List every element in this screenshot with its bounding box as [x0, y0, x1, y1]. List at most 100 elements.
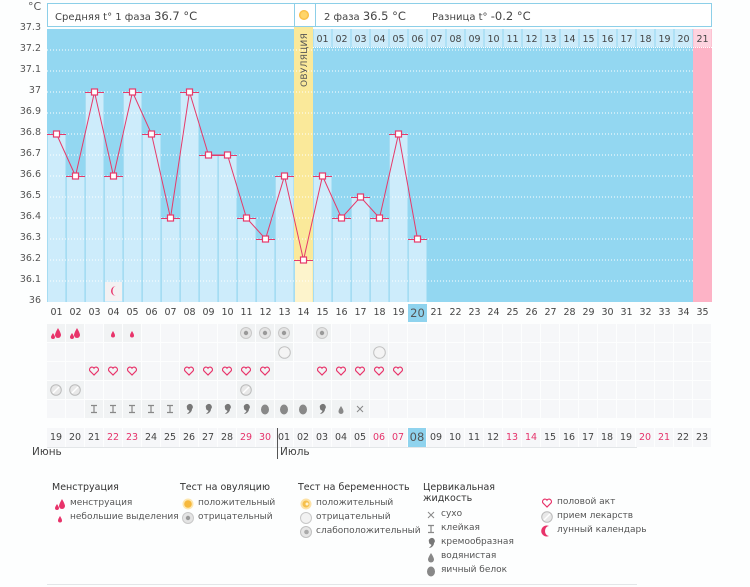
menstruation-ovulation-row-cell[interactable] — [370, 324, 388, 342]
intercourse-row-cell[interactable] — [142, 362, 160, 380]
calendar-date[interactable]: 12 — [484, 428, 502, 447]
menstruation-ovulation-row-cell[interactable] — [446, 324, 464, 342]
intercourse-row-cell[interactable] — [541, 362, 559, 380]
cervical-fluid-row-cell[interactable] — [560, 400, 578, 418]
medicine-row-cell[interactable] — [579, 381, 597, 399]
cervical-fluid-row-cell[interactable] — [579, 400, 597, 418]
pregnancy-test-row-cell[interactable] — [522, 343, 540, 361]
medicine-row-cell[interactable] — [142, 381, 160, 399]
pregnancy-test-row-cell[interactable] — [123, 343, 141, 361]
menstruation-ovulation-row-cell[interactable] — [294, 324, 312, 342]
medicine-row-cell[interactable] — [180, 381, 198, 399]
menstruation-ovulation-row-cell[interactable] — [104, 324, 122, 342]
pregnancy-test-row-cell[interactable] — [617, 343, 635, 361]
intercourse-row-cell[interactable] — [389, 362, 407, 380]
menstruation-ovulation-row-cell[interactable] — [579, 324, 597, 342]
intercourse-row-cell[interactable] — [275, 362, 293, 380]
medicine-row-cell[interactable] — [560, 381, 578, 399]
pregnancy-test-row-cell[interactable] — [275, 343, 293, 361]
medicine-row-cell[interactable] — [370, 381, 388, 399]
calendar-date[interactable]: 15 — [541, 428, 559, 447]
pregnancy-test-row-cell[interactable] — [199, 343, 217, 361]
intercourse-row-cell[interactable] — [161, 362, 179, 380]
intercourse-row-cell[interactable] — [522, 362, 540, 380]
calendar-date[interactable]: 11 — [465, 428, 483, 447]
calendar-date[interactable]: 06 — [370, 428, 388, 447]
pregnancy-test-row-cell[interactable] — [503, 343, 521, 361]
intercourse-row-cell[interactable] — [104, 362, 122, 380]
calendar-date-today[interactable]: 08 — [408, 428, 426, 447]
intercourse-row-cell[interactable] — [465, 362, 483, 380]
calendar-date[interactable]: 18 — [598, 428, 616, 447]
calendar-date[interactable]: 26 — [180, 428, 198, 447]
intercourse-row-cell[interactable] — [617, 362, 635, 380]
cervical-fluid-row-cell[interactable] — [598, 400, 616, 418]
pregnancy-test-row-cell[interactable] — [389, 343, 407, 361]
menstruation-ovulation-row-cell[interactable] — [180, 324, 198, 342]
medicine-row-cell[interactable] — [674, 381, 692, 399]
calendar-date[interactable]: 05 — [351, 428, 369, 447]
menstruation-ovulation-row-cell[interactable] — [408, 324, 426, 342]
medicine-row-cell[interactable] — [408, 381, 426, 399]
medicine-row-cell[interactable] — [598, 381, 616, 399]
pregnancy-test-row-cell[interactable] — [218, 343, 236, 361]
calendar-date[interactable]: 01 — [275, 428, 293, 447]
medicine-row-cell[interactable] — [218, 381, 236, 399]
pregnancy-test-row-cell[interactable] — [674, 343, 692, 361]
cervical-fluid-row-cell[interactable] — [47, 400, 65, 418]
medicine-row-cell[interactable] — [237, 381, 255, 399]
menstruation-ovulation-row-cell[interactable] — [598, 324, 616, 342]
intercourse-row-cell[interactable] — [294, 362, 312, 380]
medicine-row-cell[interactable] — [541, 381, 559, 399]
menstruation-ovulation-row-cell[interactable] — [313, 324, 331, 342]
intercourse-row-cell[interactable] — [446, 362, 464, 380]
menstruation-ovulation-row-cell[interactable] — [199, 324, 217, 342]
calendar-date[interactable]: 22 — [104, 428, 122, 447]
medicine-row-cell[interactable] — [275, 381, 293, 399]
calendar-date[interactable]: 10 — [446, 428, 464, 447]
cervical-fluid-row-cell[interactable] — [446, 400, 464, 418]
calendar-date[interactable]: 16 — [560, 428, 578, 447]
medicine-row-cell[interactable] — [693, 381, 711, 399]
intercourse-row-cell[interactable] — [199, 362, 217, 380]
menstruation-ovulation-row-cell[interactable] — [237, 324, 255, 342]
medicine-row-cell[interactable] — [427, 381, 445, 399]
cervical-fluid-row-cell[interactable] — [199, 400, 217, 418]
cervical-fluid-row-cell[interactable] — [408, 400, 426, 418]
calendar-date[interactable]: 04 — [332, 428, 350, 447]
cervical-fluid-row-cell[interactable] — [275, 400, 293, 418]
cervical-fluid-row-cell[interactable] — [123, 400, 141, 418]
calendar-date[interactable]: 19 — [617, 428, 635, 447]
medicine-row-cell[interactable] — [389, 381, 407, 399]
intercourse-row-cell[interactable] — [218, 362, 236, 380]
calendar-date[interactable]: 14 — [522, 428, 540, 447]
cervical-fluid-row-cell[interactable] — [484, 400, 502, 418]
cervical-fluid-row-cell[interactable] — [332, 400, 350, 418]
intercourse-row-cell[interactable] — [351, 362, 369, 380]
intercourse-row-cell[interactable] — [332, 362, 350, 380]
menstruation-ovulation-row-cell[interactable] — [503, 324, 521, 342]
calendar-date[interactable]: 19 — [47, 428, 65, 447]
menstruation-ovulation-row-cell[interactable] — [389, 324, 407, 342]
medicine-row-cell[interactable] — [636, 381, 654, 399]
medicine-row-cell[interactable] — [465, 381, 483, 399]
intercourse-row-cell[interactable] — [636, 362, 654, 380]
cervical-fluid-row-cell[interactable] — [541, 400, 559, 418]
intercourse-row-cell[interactable] — [484, 362, 502, 380]
intercourse-row-cell[interactable] — [693, 362, 711, 380]
cervical-fluid-row-cell[interactable] — [674, 400, 692, 418]
calendar-date[interactable]: 25 — [161, 428, 179, 447]
menstruation-ovulation-row-cell[interactable] — [66, 324, 84, 342]
intercourse-row-cell[interactable] — [85, 362, 103, 380]
pregnancy-test-row-cell[interactable] — [161, 343, 179, 361]
calendar-date[interactable]: 23 — [693, 428, 711, 447]
calendar-date[interactable]: 24 — [142, 428, 160, 447]
calendar-date[interactable]: 21 — [85, 428, 103, 447]
pregnancy-test-row-cell[interactable] — [579, 343, 597, 361]
pregnancy-test-row-cell[interactable] — [446, 343, 464, 361]
intercourse-row-cell[interactable] — [408, 362, 426, 380]
cervical-fluid-row-cell[interactable] — [218, 400, 236, 418]
cervical-fluid-row-cell[interactable] — [503, 400, 521, 418]
pregnancy-test-row-cell[interactable] — [598, 343, 616, 361]
intercourse-row-cell[interactable] — [180, 362, 198, 380]
